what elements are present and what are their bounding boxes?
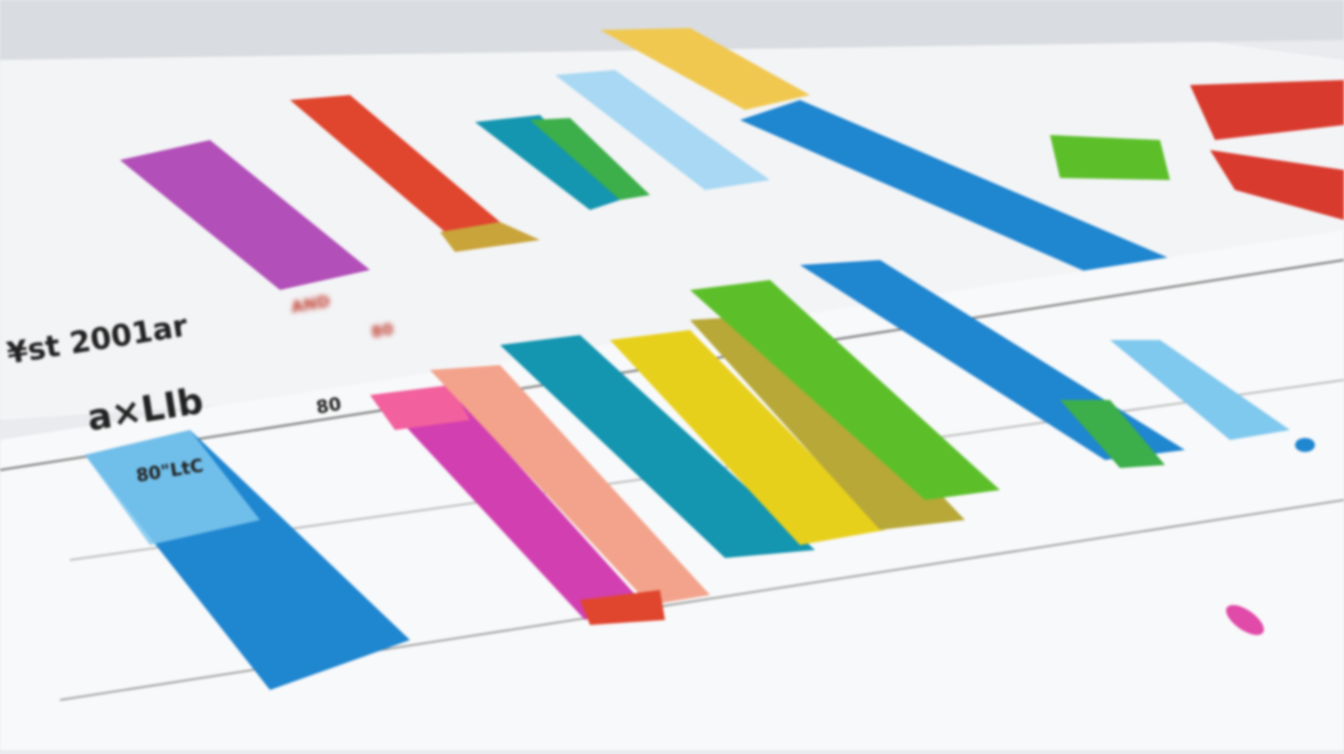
teal-bar [475, 115, 620, 210]
axis-label: 80 [369, 319, 395, 342]
red-block-2 [1210, 150, 1344, 220]
pink-marker [1226, 604, 1264, 636]
gold-bar-base [440, 222, 540, 252]
green-bar [530, 118, 650, 200]
red-block-1 [1190, 80, 1344, 140]
yellow-bar-back [600, 28, 810, 110]
salmon-bar [430, 365, 710, 605]
green-bar-front [690, 280, 1000, 500]
red-bar-base [580, 590, 665, 625]
pink-bar-top [370, 385, 470, 430]
olive-bar [690, 315, 965, 530]
axis-label: 80 [314, 393, 343, 419]
teal-bar-front [500, 335, 815, 558]
blue-dot [1295, 438, 1315, 452]
green-block [1050, 135, 1170, 180]
light-blue-bar-overlay [85, 430, 260, 545]
yellow-bar [610, 330, 885, 545]
green-bar-small [1060, 400, 1165, 468]
magenta-bar [395, 400, 640, 620]
red-bar [290, 95, 500, 232]
purple-bar [120, 140, 370, 290]
light-blue-bar-back [555, 70, 770, 190]
light-blue-bar-right [1110, 340, 1290, 440]
